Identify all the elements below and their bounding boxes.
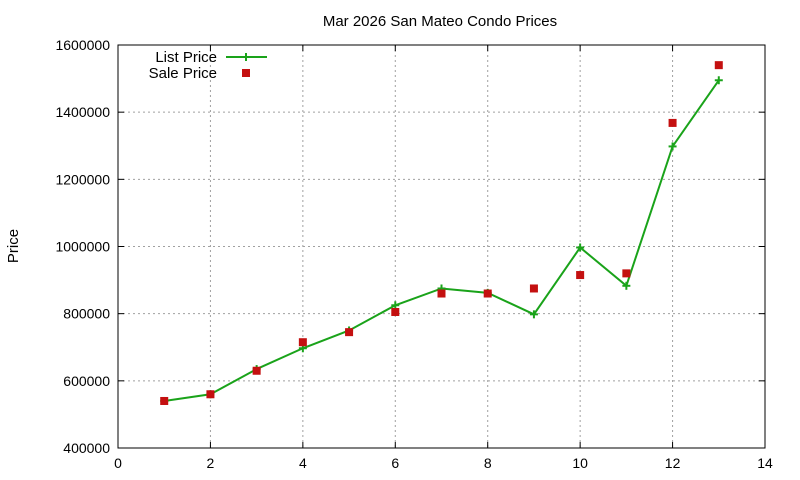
x-tick-label: 14	[757, 455, 773, 471]
legend-cross-marker	[242, 53, 250, 61]
series-sale-price	[160, 61, 723, 405]
sale-price-point	[714, 61, 723, 70]
sale-price-point	[483, 289, 492, 298]
sale-price-point	[206, 390, 215, 399]
legend-label: List Price	[155, 49, 217, 66]
x-tick-label: 2	[207, 455, 215, 471]
legend-square-marker	[242, 69, 250, 77]
sale-price-point	[622, 269, 631, 278]
sale-price-point	[576, 271, 585, 280]
x-tick-label: 4	[299, 455, 307, 471]
list-price-line	[164, 79, 720, 402]
x-tick-label: 12	[665, 455, 681, 471]
y-tick-label: 1600000	[55, 37, 110, 53]
x-tick-label: 10	[572, 455, 588, 471]
list-price-point	[622, 281, 631, 290]
y-tick-label: 1200000	[55, 171, 110, 187]
y-axis-label: Price	[5, 229, 22, 263]
plot-frame	[117, 44, 766, 449]
sale-price-point	[252, 366, 261, 375]
sale-price-point	[668, 118, 677, 127]
chart-title: Mar 2026 San Mateo Condo Prices	[323, 13, 557, 30]
y-tick-label: 1000000	[55, 239, 110, 255]
sale-price-point	[437, 289, 446, 298]
grid-lines	[118, 45, 765, 448]
y-tick-label: 800000	[63, 306, 110, 322]
legend-label: Sale Price	[149, 65, 217, 82]
list-price-point	[529, 310, 538, 319]
list-price-point	[668, 142, 677, 151]
axis-ticks: 400000 600000 800000 1000000 1200000 1400000 1…	[55, 37, 773, 471]
y-tick-label: 600000	[63, 373, 110, 389]
list-price-point	[576, 243, 585, 252]
sale-price-point	[160, 396, 169, 405]
series-layer	[160, 61, 723, 405]
x-tick-label: 0	[114, 455, 122, 471]
list-price-point	[714, 76, 723, 85]
y-tick-label: 1400000	[55, 104, 110, 120]
sale-price-point	[529, 284, 538, 293]
sale-price-point	[345, 328, 354, 337]
y-tick-label: 400000	[63, 440, 110, 456]
sale-price-point	[391, 307, 400, 316]
series-list-price	[160, 76, 723, 405]
list-price-point	[391, 301, 400, 310]
x-tick-label: 8	[484, 455, 492, 471]
sale-price-point	[298, 338, 307, 347]
x-tick-label: 6	[391, 455, 399, 471]
